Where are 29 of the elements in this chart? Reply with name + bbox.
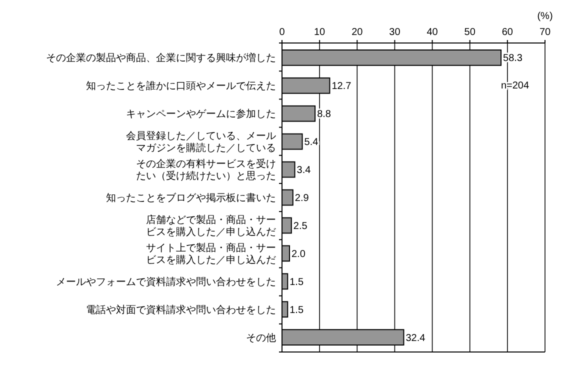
y-tick-label: メールやフォームで資料請求や問い合わせをした — [56, 276, 276, 288]
x-tick-label: 60 — [502, 27, 514, 38]
y-tick-label: 知ったことを誰かに口頭やメールで伝えた — [86, 80, 276, 92]
x-tick-label: 0 — [279, 27, 286, 38]
x-tick-label: 70 — [539, 27, 551, 38]
data-label: 12.7 — [332, 81, 352, 92]
y-tick-label: その企業の製品や商品、企業に関する興味が増した — [46, 52, 276, 64]
x-tick-label: 30 — [389, 27, 401, 38]
data-label: 2.5 — [293, 220, 308, 232]
x-tick-label: 50 — [464, 27, 476, 38]
y-tick-label: 会員登録した／している、メールマガジンを購読した／している — [126, 130, 276, 154]
x-tick-label: 40 — [426, 27, 438, 38]
data-label: 2.9 — [294, 193, 310, 204]
data-label: 1.5 — [290, 304, 304, 316]
x-tick-label: 20 — [352, 27, 364, 38]
y-tick-label: サイト上で製品・商品・サービスを購入した／申し込んだ — [146, 242, 276, 266]
y-tick-label: 店舗などで製品・商品・サービスを購入した／申し込んだ — [146, 214, 276, 238]
y-tick-label: その企業の有料サービスを受けたい（受け続けたい）と思った — [136, 158, 276, 182]
data-label: 1.5 — [290, 276, 304, 288]
x-axis-title: (%) — [537, 11, 553, 22]
data-label: 5.4 — [304, 137, 319, 148]
y-tick-label: 知ったことをブログや掲示板に書いた — [106, 192, 276, 204]
x-tick-label: 10 — [314, 27, 326, 38]
y-tick-label: 電話や対面で資料請求や問い合わせをした — [86, 304, 276, 316]
y-tick-label: その他 — [246, 332, 276, 344]
data-label: 3.4 — [296, 165, 312, 176]
data-label: 2.0 — [292, 248, 306, 260]
y-tick-label: キャンペーンやゲームに参加した — [126, 108, 276, 120]
data-label: 32.4 — [406, 332, 426, 344]
